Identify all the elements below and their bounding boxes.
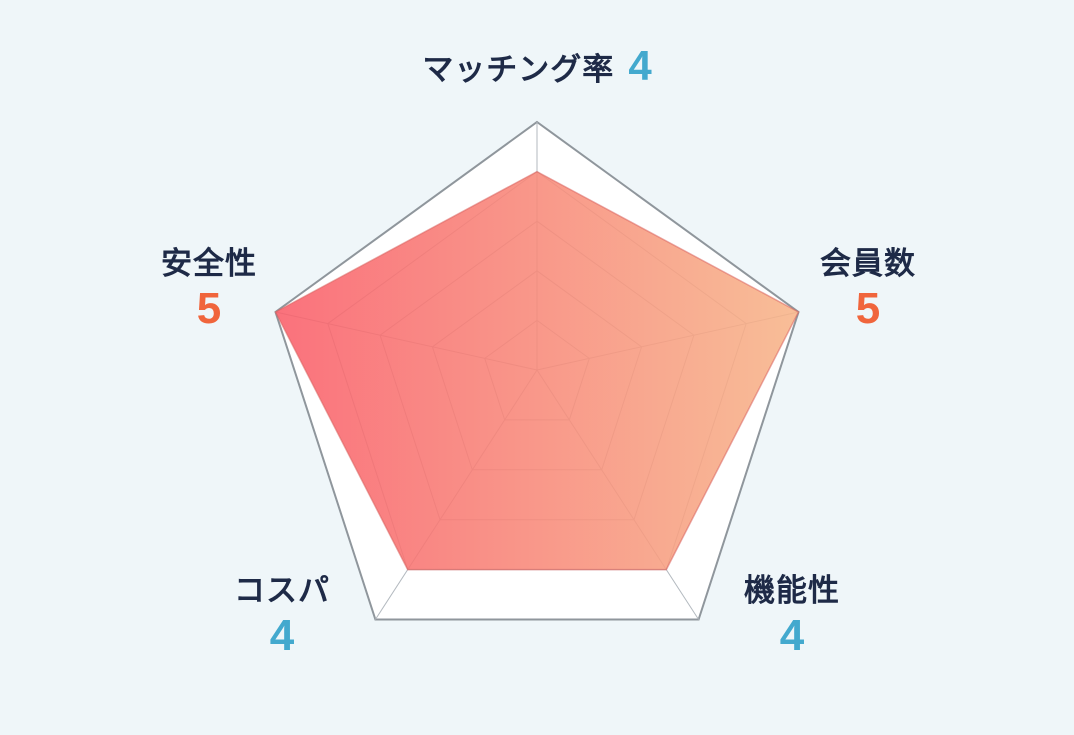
axis-group-cost-performance: コスパ 4 xyxy=(229,573,335,661)
axis-group-members: 会員数 5 xyxy=(813,246,923,334)
axis-label-cost-performance: コスパ xyxy=(234,573,330,608)
axis-label-matching-rate: マッチング率 xyxy=(422,52,615,87)
axis-value-safety: 5 xyxy=(196,283,222,333)
axis-group-safety: 安全性 5 xyxy=(155,246,263,334)
axis-value-cost-performance: 4 xyxy=(269,610,295,660)
radar-data-polygon xyxy=(274,170,800,571)
axis-value-members: 5 xyxy=(855,283,881,333)
axis-group-functionality: 機能性 4 xyxy=(739,573,845,661)
axis-value-matching-rate: 4 xyxy=(628,42,652,89)
axis-label-safety: 安全性 xyxy=(161,246,257,281)
axis-label-members: 会員数 xyxy=(820,246,916,281)
axis-value-functionality: 4 xyxy=(779,610,805,660)
axis-label-functionality: 機能性 xyxy=(744,573,840,608)
axis-group-matching-rate: マッチング率 4 xyxy=(0,42,1074,90)
